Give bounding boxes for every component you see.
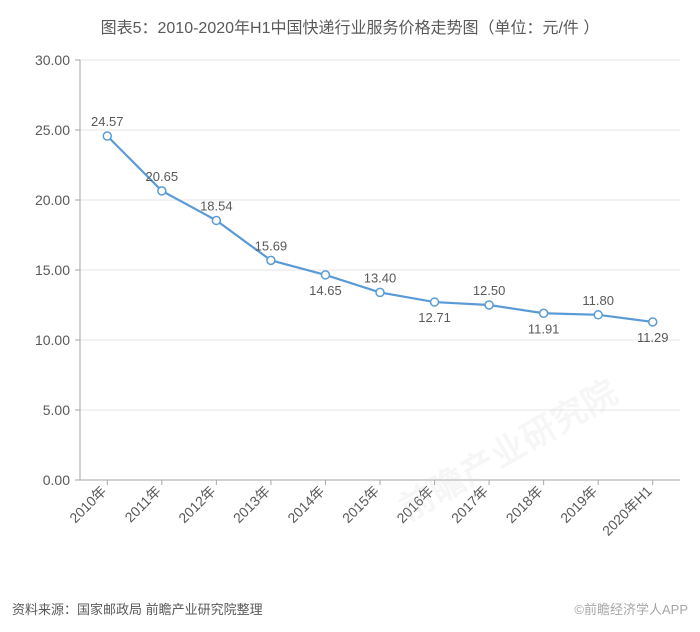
svg-text:12.50: 12.50 bbox=[473, 283, 506, 298]
svg-text:30.00: 30.00 bbox=[35, 52, 70, 68]
svg-text:12.71: 12.71 bbox=[418, 310, 451, 325]
svg-text:2013年: 2013年 bbox=[230, 483, 273, 526]
svg-text:11.29: 11.29 bbox=[637, 330, 669, 345]
chart-svg: 0.00 5.00 10.00 15.00 20.00 25.00 30.00 2010年 20… bbox=[0, 40, 700, 560]
source-text: 资料来源：国家邮政局 前瞻产业研究院整理 bbox=[12, 599, 263, 618]
svg-text:20.00: 20.00 bbox=[35, 192, 70, 208]
svg-text:18.54: 18.54 bbox=[200, 198, 233, 213]
svg-text:2019年: 2019年 bbox=[557, 483, 600, 526]
svg-text:2018年: 2018年 bbox=[503, 483, 546, 526]
chart-title: 图表5：2010-2020年H1中国快递行业服务价格走势图（单位：元/件 ） bbox=[0, 0, 700, 38]
svg-text:25.00: 25.00 bbox=[35, 122, 70, 138]
svg-text:14.65: 14.65 bbox=[309, 283, 342, 298]
svg-text:24.57: 24.57 bbox=[91, 114, 124, 129]
svg-text:2014年: 2014年 bbox=[284, 483, 327, 526]
svg-text:10.00: 10.00 bbox=[35, 332, 70, 348]
svg-text:2016年: 2016年 bbox=[393, 483, 436, 526]
svg-text:11.80: 11.80 bbox=[582, 293, 614, 308]
svg-text:2015年: 2015年 bbox=[339, 483, 382, 526]
svg-text:0.00: 0.00 bbox=[43, 472, 70, 488]
svg-text:13.40: 13.40 bbox=[364, 270, 397, 285]
svg-text:2011年: 2011年 bbox=[121, 483, 164, 526]
svg-text:2012年: 2012年 bbox=[175, 483, 218, 526]
svg-text:15.00: 15.00 bbox=[35, 262, 70, 278]
svg-text:15.69: 15.69 bbox=[255, 238, 288, 253]
svg-text:5.00: 5.00 bbox=[43, 402, 70, 418]
svg-text:2020年H1: 2020年H1 bbox=[599, 483, 655, 539]
svg-text:2010年: 2010年 bbox=[66, 483, 109, 526]
svg-text:20.65: 20.65 bbox=[146, 169, 179, 184]
svg-text:11.91: 11.91 bbox=[528, 321, 560, 336]
copyright-text: ©前瞻经济学人APP bbox=[574, 599, 688, 618]
svg-text:2017年: 2017年 bbox=[448, 483, 491, 526]
chart-area: 0.00 5.00 10.00 15.00 20.00 25.00 30.00 2010年 20… bbox=[0, 40, 700, 560]
